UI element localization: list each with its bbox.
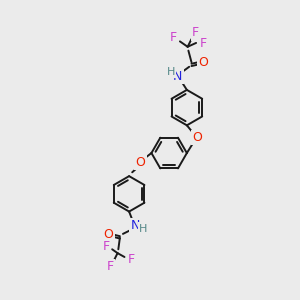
Text: H: H [139,224,147,233]
Text: N: N [130,219,140,232]
Text: H: H [167,67,175,77]
Text: O: O [136,156,146,169]
Text: O: O [198,56,208,69]
Text: N: N [173,70,182,83]
Text: F: F [192,26,199,39]
Text: F: F [128,253,135,266]
Text: O: O [193,131,202,144]
Text: F: F [102,241,110,254]
Text: O: O [103,228,113,241]
Text: F: F [106,260,113,274]
Text: F: F [200,37,207,50]
Text: F: F [170,31,177,44]
